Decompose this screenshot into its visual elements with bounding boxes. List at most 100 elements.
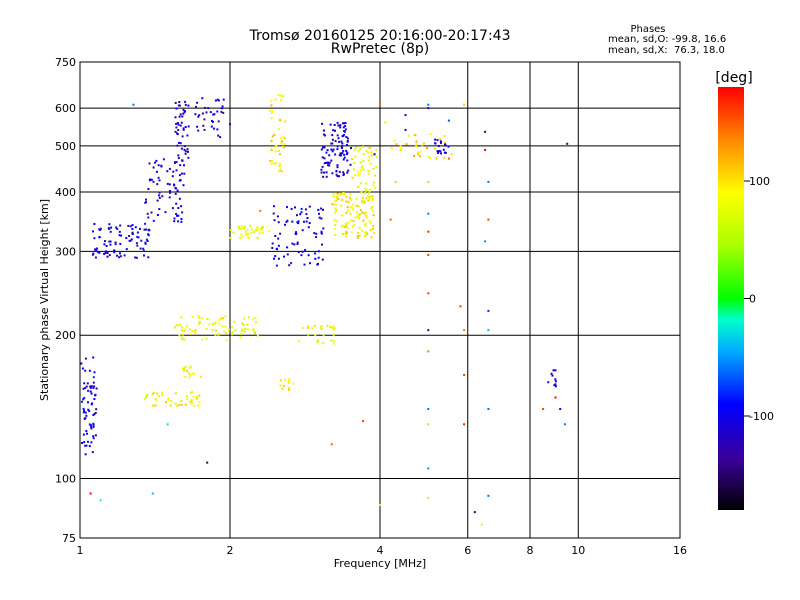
data-point (172, 170, 175, 173)
data-point (229, 236, 232, 239)
plot-frame (79, 61, 681, 539)
data-point (344, 222, 347, 225)
data-point (92, 425, 95, 428)
data-point (144, 242, 147, 245)
data-point (247, 232, 250, 235)
data-point (115, 226, 118, 229)
data-point (94, 256, 97, 259)
data-point (193, 404, 196, 407)
data-point (372, 184, 375, 187)
data-point (114, 243, 117, 246)
data-point (340, 140, 343, 143)
data-point (176, 189, 179, 192)
data-point (427, 408, 430, 410)
data-point (166, 423, 169, 426)
data-point (241, 329, 244, 332)
data-point (317, 339, 320, 342)
data-point (271, 135, 274, 138)
data-point (191, 391, 194, 394)
data-point (146, 212, 149, 215)
data-point (329, 326, 332, 328)
data-point (119, 242, 122, 245)
data-point (82, 398, 85, 401)
data-point (427, 350, 430, 353)
data-point (221, 105, 224, 108)
data-point (258, 232, 261, 235)
data-point (222, 111, 225, 114)
data-point (240, 333, 243, 335)
data-point (293, 243, 296, 246)
data-point (278, 162, 281, 165)
data-point (322, 208, 324, 211)
data-point (405, 143, 408, 146)
data-point (271, 111, 273, 114)
data-point (309, 262, 311, 265)
data-point (183, 148, 186, 151)
data-point (270, 104, 273, 107)
data-point (325, 151, 328, 154)
data-point (268, 230, 271, 232)
data-point (85, 385, 88, 388)
data-point (86, 432, 88, 435)
data-point (93, 223, 96, 225)
x-tick-label: 6 (464, 544, 471, 557)
data-point (176, 122, 179, 124)
data-point (135, 256, 138, 259)
data-point (352, 224, 355, 227)
data-point (191, 330, 194, 333)
data-point (168, 183, 171, 186)
data-point (154, 161, 157, 164)
data-point (373, 153, 376, 156)
data-point (427, 107, 430, 110)
data-point (87, 401, 89, 404)
data-point (260, 228, 263, 231)
data-point (89, 390, 92, 393)
data-point (146, 240, 149, 242)
data-point (161, 195, 164, 198)
data-point (404, 114, 407, 117)
data-point (109, 243, 112, 246)
data-point (334, 234, 337, 236)
data-point (119, 224, 122, 227)
data-point (178, 115, 181, 118)
data-point (96, 250, 99, 253)
data-point (394, 180, 397, 183)
data-point (109, 230, 112, 233)
data-point (277, 257, 280, 260)
data-point (288, 387, 290, 390)
data-point (244, 231, 247, 233)
data-point (328, 154, 331, 157)
data-point (177, 207, 180, 209)
data-point (437, 145, 440, 147)
data-point (367, 155, 370, 158)
data-point (215, 329, 217, 332)
data-point (277, 237, 280, 240)
data-point (280, 137, 283, 140)
data-point (198, 321, 201, 324)
data-point (343, 226, 346, 228)
data-point (399, 145, 402, 148)
data-point (399, 149, 402, 151)
data-point (442, 148, 445, 151)
data-point (201, 338, 204, 341)
data-point (318, 212, 320, 215)
data-point (189, 374, 192, 377)
data-point (364, 201, 367, 204)
data-point (175, 202, 178, 205)
data-point (232, 231, 235, 234)
data-point (240, 233, 243, 236)
data-point (342, 149, 345, 152)
data-point (413, 154, 416, 157)
data-point (282, 385, 285, 388)
chart-title: Tromsø 20160125 20:16:00-20:17:43 (249, 28, 511, 44)
data-point (90, 441, 93, 444)
data-point (88, 369, 91, 372)
data-point (321, 122, 324, 125)
data-point (104, 240, 106, 243)
data-point (271, 109, 274, 112)
data-point (251, 318, 254, 321)
y-tick-label: 400 (55, 186, 76, 199)
data-point (155, 159, 158, 162)
data-point (84, 386, 87, 389)
data-point (345, 235, 348, 238)
